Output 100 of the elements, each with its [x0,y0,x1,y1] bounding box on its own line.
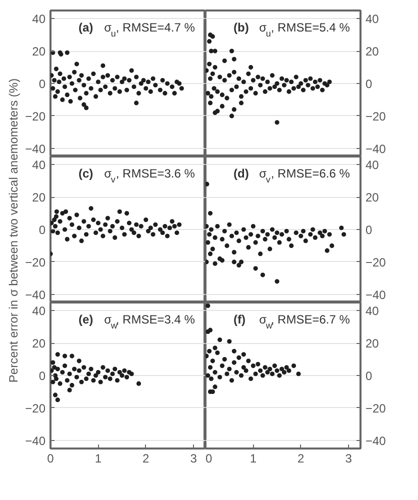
point [162,224,168,229]
point [96,370,100,375]
point [144,217,148,222]
point [103,222,108,227]
point [174,230,180,236]
point [94,230,98,236]
point [50,360,56,365]
y-tick-label: −40 [366,142,386,156]
point [114,378,120,383]
point [103,374,108,380]
point [70,222,74,227]
point [117,370,122,375]
point [94,373,98,378]
point [100,365,106,370]
point [74,212,80,218]
y-tick-label: 20 [32,336,46,351]
point [220,363,224,368]
point [76,358,82,364]
point [238,373,244,378]
y-tick-label: 20 [32,44,46,59]
point [74,374,80,380]
y-tick-label: −20 [25,401,46,416]
point [84,376,89,382]
y-tick-label: −40 [366,434,386,448]
point [146,228,151,234]
point [88,366,94,372]
x-tick-label: 2 [142,452,150,466]
point [76,368,82,373]
y-tick-label: 40 [366,158,380,172]
point [206,354,209,358]
x-tick-label: 0 [206,452,212,466]
point [218,338,222,342]
point [52,217,57,222]
point [96,220,100,226]
point [108,228,112,234]
point [227,366,232,372]
y-tick-label: 20 [32,190,46,205]
point [258,368,263,373]
point [55,352,60,357]
point [84,232,89,237]
point [208,376,214,382]
point [208,365,213,370]
point [67,372,72,376]
point [232,360,236,365]
point [110,372,115,376]
point [67,216,72,220]
point [136,234,142,238]
point [62,227,68,232]
point [212,346,218,350]
point [212,384,218,390]
point [58,381,62,386]
point [270,372,275,376]
point [62,363,68,368]
y-tick-label: −40 [366,288,386,302]
point [91,378,96,383]
point [280,366,284,372]
point [212,370,218,375]
point [277,373,282,378]
point [241,352,246,357]
y-tick-label: 40 [32,304,46,318]
y-tick-label: −40 [25,434,46,448]
point [262,365,268,370]
point [108,376,112,382]
point [72,234,77,238]
x-tick-label: 0 [47,452,54,466]
point [117,209,122,214]
point [122,368,127,373]
y-tick-label: 20 [366,44,380,59]
y-tick-label: −20 [366,109,386,124]
point [246,358,251,364]
y-tick-label: 0 [38,369,46,383]
point [167,226,172,230]
point [124,374,130,380]
y-tick-label: 0 [366,369,372,383]
point [224,372,230,376]
point [82,219,86,224]
point [129,372,134,376]
point [112,366,118,372]
point [148,226,153,230]
point [160,230,165,236]
point [88,206,94,211]
point [215,350,220,356]
point [76,226,82,230]
point [50,380,56,384]
point [272,363,277,368]
x-tick-label: 3 [190,452,198,466]
y-tick-label: 40 [366,304,380,318]
y-tick-label: 40 [32,158,46,172]
point [126,220,132,226]
y-tick-label: 20 [366,190,380,205]
point [79,238,84,244]
point [286,368,292,373]
point [206,373,210,378]
point [52,392,58,398]
y-tick-label: −20 [25,109,46,124]
y-tick-label: −40 [25,288,46,302]
point [138,224,144,229]
point [100,234,106,238]
point [236,355,242,360]
point [124,210,130,216]
